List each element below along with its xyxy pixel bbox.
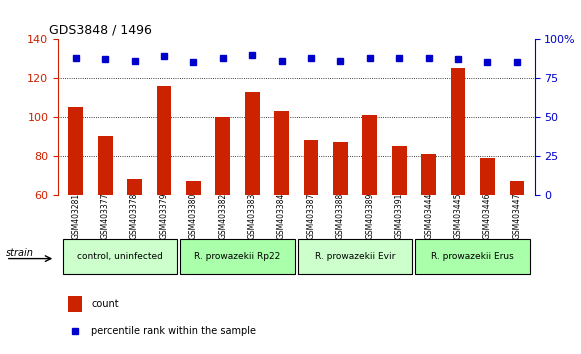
FancyBboxPatch shape — [180, 239, 295, 274]
Text: GSM403382: GSM403382 — [218, 193, 227, 239]
Text: GSM403377: GSM403377 — [101, 193, 110, 239]
Bar — [363, 115, 377, 195]
Bar — [480, 158, 495, 195]
Text: GSM403447: GSM403447 — [512, 193, 521, 239]
Text: strain: strain — [6, 248, 34, 258]
Bar — [127, 179, 142, 195]
Text: GSM403446: GSM403446 — [483, 193, 492, 239]
Text: GSM403388: GSM403388 — [336, 193, 345, 239]
Text: GSM403387: GSM403387 — [307, 193, 315, 239]
Bar — [274, 111, 289, 195]
Bar — [304, 140, 318, 195]
Text: GSM403445: GSM403445 — [454, 193, 462, 239]
Text: GSM403384: GSM403384 — [277, 193, 286, 239]
Bar — [157, 86, 171, 195]
Text: GSM403383: GSM403383 — [248, 193, 257, 239]
Text: control, uninfected: control, uninfected — [77, 252, 163, 261]
Text: count: count — [91, 299, 119, 309]
Text: GSM403378: GSM403378 — [130, 193, 139, 239]
Text: GSM403444: GSM403444 — [424, 193, 433, 239]
Bar — [451, 68, 465, 195]
Text: GDS3848 / 1496: GDS3848 / 1496 — [49, 23, 152, 36]
Bar — [69, 107, 83, 195]
FancyBboxPatch shape — [415, 239, 530, 274]
Bar — [392, 146, 407, 195]
Bar — [186, 181, 200, 195]
Text: GSM403391: GSM403391 — [394, 193, 404, 239]
Bar — [67, 296, 82, 312]
Bar — [510, 181, 524, 195]
Bar — [216, 117, 230, 195]
Bar — [98, 136, 113, 195]
Text: GSM403380: GSM403380 — [189, 193, 198, 239]
Bar — [421, 154, 436, 195]
Text: R. prowazekii Evir: R. prowazekii Evir — [315, 252, 395, 261]
Text: percentile rank within the sample: percentile rank within the sample — [91, 326, 256, 336]
Text: GSM403389: GSM403389 — [365, 193, 374, 239]
Text: GSM403379: GSM403379 — [159, 193, 168, 239]
Text: R. prowazekii Erus: R. prowazekii Erus — [431, 252, 514, 261]
FancyBboxPatch shape — [63, 239, 177, 274]
FancyBboxPatch shape — [298, 239, 413, 274]
Text: GSM403281: GSM403281 — [71, 193, 80, 239]
Bar — [333, 142, 348, 195]
Bar — [245, 92, 260, 195]
Text: R. prowazekii Rp22: R. prowazekii Rp22 — [195, 252, 281, 261]
